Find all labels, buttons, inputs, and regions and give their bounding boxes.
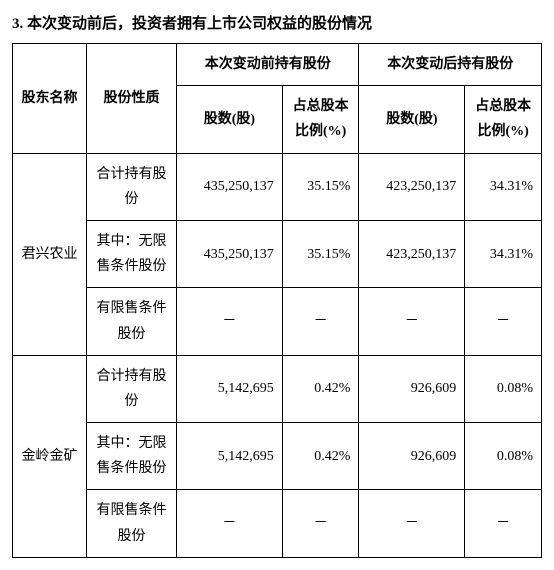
cell-value: － [282, 288, 359, 355]
share-type-label: 其中：无限售条件股份 [87, 220, 177, 287]
share-type-label: 有限售条件股份 [87, 490, 177, 557]
cell-value: 926,609 [359, 423, 465, 490]
header-share-type: 股份性质 [87, 44, 177, 154]
cell-value: 0.08% [465, 423, 542, 490]
header-after-shares: 股数(股) [359, 86, 465, 153]
header-before-shares: 股数(股) [176, 86, 282, 153]
header-before: 本次变动前持有股份 [176, 44, 359, 86]
table-row: 其中：无限售条件股份5,142,6950.42%926,6090.08% [13, 423, 542, 490]
cell-value: － [282, 490, 359, 557]
cell-value: － [359, 490, 465, 557]
cell-value: 5,142,695 [176, 423, 282, 490]
cell-value: 423,250,137 [359, 153, 465, 220]
header-shareholder: 股东名称 [13, 44, 87, 154]
share-type-label: 有限售条件股份 [87, 288, 177, 355]
table-row: 有限售条件股份－－－－ [13, 490, 542, 557]
cell-value: － [176, 288, 282, 355]
shareholder-name: 金岭金矿 [13, 355, 87, 557]
cell-value: 0.08% [465, 355, 542, 422]
header-after-pct: 占总股本比例(%) [465, 86, 542, 153]
cell-value: 423,250,137 [359, 220, 465, 287]
header-before-pct: 占总股本比例(%) [282, 86, 359, 153]
share-type-label: 合计持有股份 [87, 153, 177, 220]
section-title: 3. 本次变动前后，投资者拥有上市公司权益的股份情况 [12, 12, 542, 33]
cell-value: 34.31% [465, 220, 542, 287]
cell-value: 35.15% [282, 153, 359, 220]
table-row: 其中：无限售条件股份435,250,13735.15%423,250,13734… [13, 220, 542, 287]
share-type-label: 其中：无限售条件股份 [87, 423, 177, 490]
cell-value: － [465, 288, 542, 355]
share-type-label: 合计持有股份 [87, 355, 177, 422]
table-row: 君兴农业合计持有股份435,250,13735.15%423,250,13734… [13, 153, 542, 220]
table-row: 金岭金矿合计持有股份5,142,6950.42%926,6090.08% [13, 355, 542, 422]
cell-value: 5,142,695 [176, 355, 282, 422]
cell-value: 35.15% [282, 220, 359, 287]
cell-value: 0.42% [282, 355, 359, 422]
cell-value: 0.42% [282, 423, 359, 490]
header-after: 本次变动后持有股份 [359, 44, 542, 86]
cell-value: － [176, 490, 282, 557]
shareholder-name: 君兴农业 [13, 153, 87, 355]
shareholding-table: 股东名称 股份性质 本次变动前持有股份 本次变动后持有股份 股数(股) 占总股本… [12, 43, 542, 558]
cell-value: 926,609 [359, 355, 465, 422]
cell-value: － [359, 288, 465, 355]
cell-value: 34.31% [465, 153, 542, 220]
cell-value: 435,250,137 [176, 153, 282, 220]
cell-value: 435,250,137 [176, 220, 282, 287]
cell-value: － [465, 490, 542, 557]
table-row: 有限售条件股份－－－－ [13, 288, 542, 355]
